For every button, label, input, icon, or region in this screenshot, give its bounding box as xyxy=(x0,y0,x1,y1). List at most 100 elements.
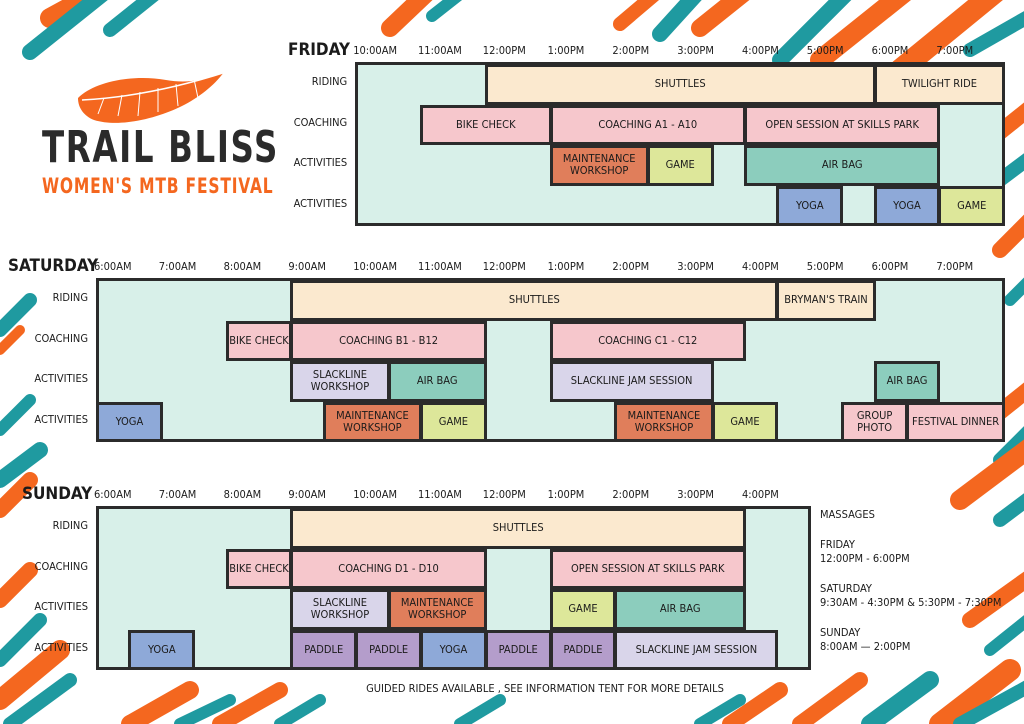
event-label: GROUP PHOTO xyxy=(856,408,893,434)
saturday-event-maintenance[interactable]: MAINTENANCE WORKSHOP xyxy=(614,401,714,442)
event-label: SHUTTLES xyxy=(492,521,544,535)
friday-time-tick: 10:00AM xyxy=(353,44,398,57)
saturday-event-yoga[interactable]: YOGA xyxy=(96,401,163,442)
saturday-time-tick: 9:00AM xyxy=(288,260,326,273)
friday-event-coaching[interactable]: BIKE CHECK xyxy=(420,104,552,145)
saturday-time-tick: 6:00PM xyxy=(871,260,909,273)
saturday-event-shuttles[interactable]: SHUTTLES xyxy=(290,280,779,321)
saturday-event-maintenance[interactable]: MAINTENANCE WORKSHOP xyxy=(322,401,422,442)
massages-title: MASSAGES xyxy=(820,508,875,521)
saturday-event-airbag[interactable]: AIR BAG xyxy=(387,361,487,402)
saturday-event-slackline[interactable]: SLACKLINE JAM SESSION xyxy=(549,361,714,402)
saturday-event-coaching[interactable]: FESTIVAL DINNER xyxy=(906,401,1006,442)
massage-saturday: SATURDAY 9:30AM - 4:30PM & 5:30PM - 7:30… xyxy=(820,582,1020,610)
decorative-stripe xyxy=(426,0,463,22)
friday-event-game[interactable]: GAME xyxy=(646,145,714,186)
saturday-event-slackline[interactable]: SLACKLINE WORKSHOP xyxy=(290,361,390,402)
massage-day-label: SUNDAY xyxy=(820,626,861,639)
event-label: PADDLE xyxy=(498,642,538,656)
saturday-event-airbag[interactable]: AIR BAG xyxy=(873,361,941,402)
event-label: SHUTTLES xyxy=(508,293,560,307)
saturday-event-coaching[interactable]: COACHING C1 - C12 xyxy=(549,320,746,361)
sunday-day-label: SUNDAY xyxy=(22,484,93,504)
event-label: COACHING C1 - C12 xyxy=(598,333,698,347)
event-label: SLACKLINE WORKSHOP xyxy=(310,596,370,622)
sunday-event-maintenance[interactable]: MAINTENANCE WORKSHOP xyxy=(387,589,487,630)
event-label: MAINTENANCE WORKSHOP xyxy=(627,408,701,434)
sunday-event-coaching[interactable]: BIKE CHECK xyxy=(225,548,293,589)
event-label: BIKE CHECK xyxy=(229,333,289,347)
friday-lane-label: ACTIVITIES xyxy=(293,196,348,210)
sunday-event-coaching[interactable]: COACHING D1 - D10 xyxy=(290,548,487,589)
friday-time-tick: 2:00PM xyxy=(612,44,650,57)
saturday-event-coaching[interactable]: GROUP PHOTO xyxy=(841,401,908,442)
event-label: YOGA xyxy=(893,198,921,212)
event-label: COACHING D1 - D10 xyxy=(338,561,439,575)
friday-time-tick: 4:00PM xyxy=(742,44,779,57)
feather-icon xyxy=(78,71,227,123)
saturday-time-tick: 6:00AM xyxy=(94,260,132,273)
friday-event-airbag[interactable]: AIR BAG xyxy=(744,145,941,186)
sunday-event-paddle[interactable]: PADDLE xyxy=(549,629,617,670)
sunday-event-yoga[interactable]: YOGA xyxy=(128,629,196,670)
saturday-event-shuttles[interactable]: BRYMAN'S TRAIN xyxy=(776,280,876,321)
sunday-event-paddle[interactable]: PADDLE xyxy=(355,629,422,670)
friday-event-yoga[interactable]: YOGA xyxy=(776,185,844,226)
event-label: AIR BAG xyxy=(821,158,863,172)
friday-event-maintenance[interactable]: MAINTENANCE WORKSHOP xyxy=(549,145,649,186)
saturday-time-tick: 5:00PM xyxy=(806,260,844,273)
friday-event-shuttles[interactable]: SHUTTLES xyxy=(484,64,876,105)
saturday-time-tick: 3:00PM xyxy=(677,260,714,273)
friday-time-tick: 5:00PM xyxy=(806,44,844,57)
event-label: GAME xyxy=(568,602,598,616)
friday-event-yoga[interactable]: YOGA xyxy=(873,185,941,226)
friday-event-shuttles[interactable]: TWILIGHT RIDE xyxy=(873,64,1006,105)
friday-lane-label: COACHING xyxy=(293,115,348,129)
sunday-event-game[interactable]: GAME xyxy=(549,589,617,630)
saturday-event-game[interactable]: GAME xyxy=(711,401,779,442)
event-label: OPEN SESSION AT SKILLS PARK xyxy=(765,117,919,131)
decorative-stripe xyxy=(454,694,506,724)
decorative-stripe xyxy=(0,562,38,608)
event-label: COACHING B1 - B12 xyxy=(339,333,439,347)
friday-time-tick: 11:00AM xyxy=(418,44,462,57)
massage-sunday: SUNDAY 8:00AM — 2:00PM xyxy=(820,626,1020,654)
decorative-stripe xyxy=(40,0,105,28)
sunday-event-slackline[interactable]: SLACKLINE JAM SESSION xyxy=(614,629,779,670)
sunday-event-paddle[interactable]: PADDLE xyxy=(484,629,552,670)
saturday-event-game[interactable]: GAME xyxy=(420,401,487,442)
sunday-time-tick: 1:00PM xyxy=(547,488,585,501)
massage-day-label: SATURDAY xyxy=(820,582,872,595)
event-label: BIKE CHECK xyxy=(455,117,516,131)
decorative-stripe xyxy=(652,0,702,42)
decorative-stripe xyxy=(0,472,38,518)
sunday-event-paddle[interactable]: PADDLE xyxy=(290,629,358,670)
sunday-time-tick: 11:00AM xyxy=(418,488,462,501)
decorative-stripe xyxy=(953,680,1024,724)
sunday-event-shuttles[interactable]: SHUTTLES xyxy=(290,508,746,549)
event-label: YOGA xyxy=(115,414,144,428)
friday-time-tick: 1:00PM xyxy=(547,44,585,57)
decorative-stripe xyxy=(929,659,1021,724)
sunday-lane-label: ACTIVITIES xyxy=(34,600,88,614)
decorative-stripe xyxy=(963,11,1024,57)
friday-event-coaching[interactable]: OPEN SESSION AT SKILLS PARK xyxy=(744,104,941,145)
sunday-event-airbag[interactable]: AIR BAG xyxy=(614,589,746,630)
event-label: SLACKLINE WORKSHOP xyxy=(310,368,370,394)
sunday-event-slackline[interactable]: SLACKLINE WORKSHOP xyxy=(290,589,390,630)
friday-event-coaching[interactable]: COACHING A1 - A10 xyxy=(549,104,746,145)
decorative-stripe xyxy=(212,682,288,724)
saturday-event-coaching[interactable]: COACHING B1 - B12 xyxy=(290,320,487,361)
sunday-lane-label: ACTIVITIES xyxy=(34,640,88,654)
event-label: AIR BAG xyxy=(659,602,701,616)
sunday-time-tick: 9:00AM xyxy=(288,488,326,501)
friday-time-tick: 3:00PM xyxy=(677,44,714,57)
decorative-stripe xyxy=(274,694,326,724)
saturday-event-coaching[interactable]: BIKE CHECK xyxy=(225,320,293,361)
sunday-time-tick: 2:00PM xyxy=(612,488,650,501)
sunday-event-coaching[interactable]: OPEN SESSION AT SKILLS PARK xyxy=(549,548,746,589)
friday-event-game[interactable]: GAME xyxy=(938,185,1006,226)
sunday-event-yoga[interactable]: YOGA xyxy=(420,629,487,670)
sunday-time-tick: 12:00PM xyxy=(482,488,526,501)
